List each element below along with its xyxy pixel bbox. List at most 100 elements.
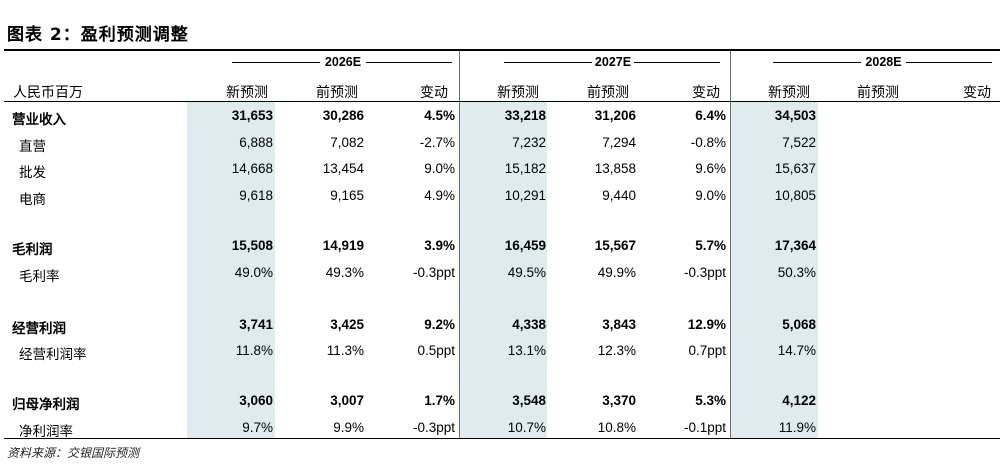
table-cell: -0.3ppt [412, 265, 455, 280]
col-2026-new: 新预测 [226, 85, 268, 101]
row-label: 经营利润率 [19, 347, 87, 363]
row-label: 毛利润 [12, 242, 53, 258]
table-cell: 9.2% [424, 317, 455, 332]
row-label: 直营 [19, 139, 46, 155]
row-label: 批发 [19, 165, 46, 181]
table-cell: -2.7% [419, 135, 455, 150]
year-line-2028-right [906, 62, 992, 63]
table-cell: 1.7% [424, 393, 455, 408]
table-cell: 5.3% [695, 393, 726, 408]
table-cell: 33,218 [504, 108, 546, 123]
col-2028-prev: 前预测 [857, 85, 899, 101]
table-cell: 3,741 [239, 317, 273, 332]
table-row: 经营利润率 11.8% 11.3% 0.5ppt 13.1% 12.3% 0.7ppt 14.… [0, 341, 1004, 363]
source-note: 资料来源：交银国际预测 [7, 446, 140, 460]
table-row: 经营利润 3,741 3,425 9.2% 4,338 3,843 12.9% 5,068 [0, 315, 1004, 337]
table-cell: 10,291 [504, 188, 546, 203]
table-cell: 11.3% [326, 343, 364, 358]
table-cell: 9.6% [695, 161, 726, 176]
col-2027-prev: 前预测 [587, 85, 629, 101]
col-2026-prev: 前预测 [316, 85, 358, 101]
table-cell: 49.3% [325, 265, 364, 280]
table-cell: 31,653 [231, 108, 273, 123]
table-cell: 12.3% [597, 343, 636, 358]
table-cell: 9.7% [242, 420, 273, 435]
table-row: 净利润率 9.7% 9.9% -0.3ppt 10.7% 10.8% -0.1ppt 11.9… [0, 418, 1004, 440]
table-cell: 7,082 [330, 135, 364, 150]
table-cell: 13.1% [507, 343, 546, 358]
table-cell: -0.3ppt [683, 265, 726, 280]
table-cell: 14.7% [777, 343, 816, 358]
table-cell: -0.1ppt [683, 420, 726, 435]
table-cell: 13,858 [594, 161, 636, 176]
table-cell: 0.7ppt [688, 343, 726, 358]
table-cell: 9,618 [239, 188, 273, 203]
year-line-2028-left [773, 62, 861, 63]
divider-2026-2027 [459, 51, 460, 438]
col-2028-new: 新预测 [768, 85, 810, 101]
table-cell: 11.9% [778, 420, 816, 435]
table-cell: 9,165 [330, 188, 364, 203]
table-cell: 49.0% [234, 265, 273, 280]
table-cell: 4.5% [424, 108, 455, 123]
unit-label: 人民币百万 [13, 85, 83, 101]
year-line-2027-left [504, 62, 592, 63]
year-line-2027-right [634, 62, 720, 63]
table-cell: -0.8% [690, 135, 726, 150]
table-cell: 9.9% [333, 420, 364, 435]
shade-2028-new [731, 102, 818, 438]
table-cell: 6,888 [239, 135, 273, 150]
year-line-2026-left [232, 62, 320, 63]
table-cell: 0.5ppt [417, 343, 455, 358]
table-cell: 3,548 [512, 393, 546, 408]
table-row: 归母净利润 3,060 3,007 1.7% 3,548 3,370 5.3% 4,122 [0, 391, 1004, 413]
col-2028-change: 变动 [963, 85, 991, 101]
shade-2027-new [460, 102, 547, 438]
table-cell: 3,370 [602, 393, 636, 408]
row-label: 营业收入 [12, 112, 66, 128]
table-cell: 4,338 [512, 317, 546, 332]
table-cell: 3,060 [239, 393, 273, 408]
table-row: 批发 14,668 13,454 9.0% 15,182 13,858 9.6% 15,637 [0, 159, 1004, 181]
table-cell: 4.9% [424, 188, 455, 203]
table-cell: 30,286 [322, 108, 364, 123]
year-2027: 2027E [594, 55, 632, 69]
table-cell: 7,522 [782, 135, 816, 150]
table-row: 电商 9,618 9,165 4.9% 10,291 9,440 9.0% 10,805 [0, 186, 1004, 208]
year-2026: 2026E [324, 55, 362, 69]
table-cell: 49.5% [507, 265, 546, 280]
table-cell: 9,440 [602, 188, 636, 203]
table-row: 毛利率 49.0% 49.3% -0.3ppt 49.5% 49.9% -0.3ppt 50.… [0, 263, 1004, 285]
table-cell: 9.0% [695, 188, 726, 203]
col-2027-change: 变动 [692, 85, 720, 101]
table-cell: 5.7% [695, 238, 726, 253]
table-cell: 15,637 [774, 161, 816, 176]
row-label: 净利润率 [19, 424, 73, 440]
table-row: 毛利润 15,508 14,919 3.9% 16,459 15,567 5.7% 17,36… [0, 236, 1004, 258]
table-cell: 10.8% [597, 420, 636, 435]
table-cell: 15,182 [504, 161, 546, 176]
table-cell: 7,232 [512, 135, 546, 150]
table-cell: 31,206 [594, 108, 636, 123]
table-row: 营业收入 31,653 30,286 4.5% 33,218 31,206 6.4% 34,5… [0, 106, 1004, 128]
top-rule [4, 49, 1000, 51]
table-cell: 11.8% [235, 343, 273, 358]
table-cell: 3.9% [424, 238, 455, 253]
table-cell: 15,508 [231, 238, 273, 253]
table-cell: 50.3% [777, 265, 816, 280]
col-2027-new: 新预测 [497, 85, 539, 101]
header-rule [4, 101, 1000, 102]
table-cell: 14,668 [231, 161, 273, 176]
col-2026-change: 变动 [420, 85, 448, 101]
table-cell: 12.9% [687, 317, 726, 332]
table-cell: 16,459 [504, 238, 546, 253]
table-cell: 14,919 [322, 238, 364, 253]
table-cell: -0.3ppt [412, 420, 455, 435]
year-2028: 2028E [865, 55, 902, 69]
row-label: 经营利润 [12, 321, 66, 337]
table-row: 直营 6,888 7,082 -2.7% 7,232 7,294 -0.8% 7,522 [0, 133, 1004, 155]
table-cell: 3,425 [330, 317, 364, 332]
table-cell: 3,843 [602, 317, 636, 332]
table-cell: 5,068 [782, 317, 816, 332]
row-label: 归母净利润 [12, 397, 80, 413]
